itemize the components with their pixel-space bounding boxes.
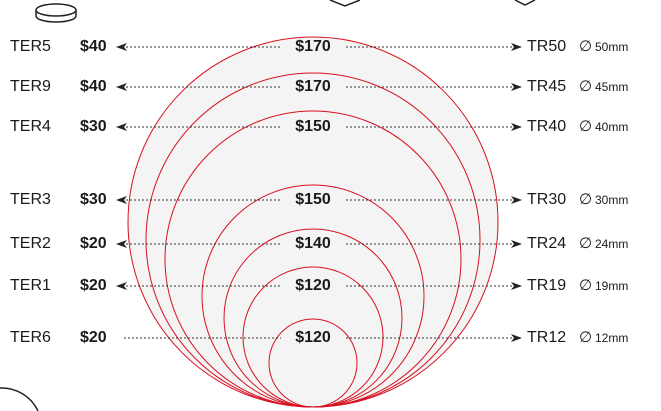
right-code: TR40 <box>527 118 566 135</box>
diameter-symbol: ∅ <box>579 118 592 135</box>
left-code: TER9 <box>10 78 51 95</box>
arrow-right <box>511 240 522 248</box>
left-price: $20 <box>80 235 107 252</box>
center-price: $170 <box>295 38 331 55</box>
diameter-symbol: ∅ <box>579 277 592 294</box>
arrow-left <box>116 43 127 51</box>
arrow-right <box>511 196 522 204</box>
icon-fragment <box>515 0 535 5</box>
coin-icon <box>36 4 76 22</box>
right-code: TR24 <box>527 235 566 252</box>
arrow-right <box>511 43 522 51</box>
arrow-left <box>116 196 127 204</box>
left-price: $40 <box>80 38 107 55</box>
center-price: $170 <box>295 78 331 95</box>
diameter: 24mm <box>595 237 628 251</box>
arrow-right <box>511 282 522 290</box>
arrow-right <box>511 123 522 131</box>
icon-fragment <box>0 388 38 411</box>
arrow-left <box>116 240 127 248</box>
center-price: $120 <box>295 277 331 294</box>
left-code: TER1 <box>10 277 51 294</box>
arrow-left <box>116 83 127 91</box>
left-price: $20 <box>80 277 107 294</box>
diameter-symbol: ∅ <box>579 78 592 95</box>
left-price: $30 <box>80 191 107 208</box>
diameter-symbol: ∅ <box>579 235 592 252</box>
arrow-right <box>511 334 522 342</box>
center-price: $150 <box>295 118 331 135</box>
icon-fragment <box>330 0 360 6</box>
arrow-left <box>116 282 127 290</box>
right-code: TR12 <box>527 329 566 346</box>
left-price: $30 <box>80 118 107 135</box>
coin-size-diagram: TER5$40$170TR50∅50mmTER9$40$170TR45∅45mm… <box>0 0 661 411</box>
diameter: 40mm <box>595 120 628 134</box>
left-code: TER6 <box>10 329 51 346</box>
arrow-right <box>511 83 522 91</box>
left-code: TER2 <box>10 235 51 252</box>
diameter-symbol: ∅ <box>579 38 592 55</box>
center-price: $120 <box>295 329 331 346</box>
diameter: 50mm <box>595 40 628 54</box>
center-price: $150 <box>295 191 331 208</box>
left-price: $40 <box>80 78 107 95</box>
center-price: $140 <box>295 235 331 252</box>
diameter: 45mm <box>595 80 628 94</box>
arrow-left <box>116 123 127 131</box>
right-code: TR45 <box>527 78 566 95</box>
diameter-symbol: ∅ <box>579 329 592 346</box>
diameter-symbol: ∅ <box>579 191 592 208</box>
diameter: 30mm <box>595 193 628 207</box>
right-code: TR50 <box>527 38 566 55</box>
left-code: TER3 <box>10 191 51 208</box>
diameter: 12mm <box>595 331 628 345</box>
left-price: $20 <box>80 329 107 346</box>
left-code: TER4 <box>10 118 51 135</box>
diameter: 19mm <box>595 279 628 293</box>
left-code: TER5 <box>10 38 51 55</box>
right-code: TR30 <box>527 191 566 208</box>
right-code: TR19 <box>527 277 566 294</box>
